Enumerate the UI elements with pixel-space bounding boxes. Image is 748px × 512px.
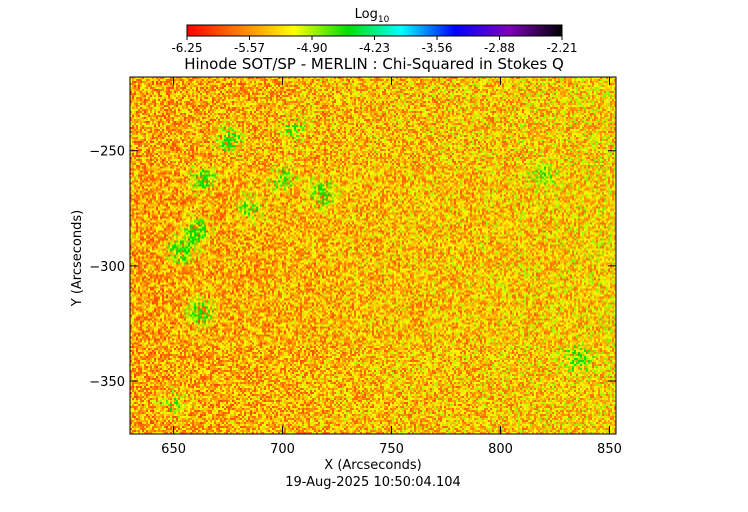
colorbar-tick-label: -5.57 — [234, 41, 265, 55]
y-axis: −250 −300 −350 — [89, 145, 616, 390]
plot-area: 650 700 750 800 850 −250 −300 −350 — [89, 76, 622, 457]
colorbar-tick-label: -2.21 — [546, 41, 577, 55]
colorbar-tick-label: -4.90 — [296, 41, 327, 55]
heatmap-image — [130, 77, 616, 434]
x-tick-label: 650 — [161, 442, 186, 457]
y-tick-label: −250 — [89, 145, 125, 160]
colorbar-ticks: -6.25 -5.57 -4.90 -4.23 -3.56 -2.88 -2.21 — [171, 36, 578, 55]
chart-title: Hinode SOT/SP - MERLIN : Chi-Squared in … — [184, 55, 564, 73]
y-tick-label: −350 — [89, 375, 125, 390]
plot-frame — [129, 76, 617, 435]
colorbar-gradient — [186, 24, 563, 37]
y-axis-label: Y (Arcseconds) — [70, 210, 85, 307]
x-axis: 650 700 750 800 850 — [161, 77, 622, 457]
x-axis-label: X (Arcseconds) — [324, 458, 421, 473]
colorbar-tick-label: -4.23 — [359, 41, 390, 55]
y-tick-label: −300 — [89, 260, 125, 275]
colorbar: Log10 -6.25 -5.57 -4.90 -4.23 -3.56 -2.88 -2.2… — [171, 7, 577, 55]
x-tick-label: 750 — [379, 442, 404, 457]
colorbar-tick-label: -6.25 — [171, 41, 202, 55]
x-tick-label: 800 — [488, 442, 513, 457]
colorbar-label: Log10 — [355, 7, 390, 25]
colorbar-tick-label: -3.56 — [421, 41, 452, 55]
colorbar-tick-label: -2.88 — [484, 41, 515, 55]
x-tick-label: 700 — [270, 442, 295, 457]
x-tick-label: 850 — [597, 442, 622, 457]
timestamp: 19-Aug-2025 10:50:04.104 — [285, 475, 461, 490]
